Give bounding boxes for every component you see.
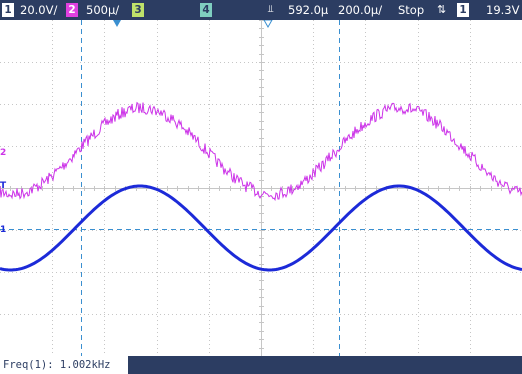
- channel2-badge[interactable]: 2: [66, 3, 78, 17]
- run-state[interactable]: Stop: [398, 3, 425, 17]
- channel1-scale[interactable]: 20.0V/: [20, 3, 58, 17]
- trigger-level-marker[interactable]: T: [0, 181, 7, 191]
- status-bar: 1 20.0V/ 2 500µ/ 3 4 ⫫ 592.0µ 200.0µ/ St…: [0, 0, 522, 20]
- channel1-badge[interactable]: 1: [2, 3, 14, 17]
- time-reference-icon: ⫫: [268, 4, 274, 15]
- waveform-canvas: [0, 20, 522, 356]
- cursor-lines: [0, 20, 522, 356]
- trigger-position-icon: [113, 20, 121, 27]
- channel2-trace: [0, 101, 522, 202]
- channel2-ground-marker[interactable]: 2: [0, 148, 7, 158]
- graticule: [0, 20, 522, 356]
- measurement-bar: Freq(1): 1.002kHz: [0, 356, 522, 374]
- frequency-measurement[interactable]: Freq(1): 1.002kHz: [0, 356, 128, 374]
- channel1-ground-marker[interactable]: 1: [0, 225, 7, 235]
- time-delay[interactable]: 592.0µ: [288, 3, 329, 17]
- delay-reference-icon: [263, 20, 273, 29]
- waveform-display[interactable]: 2 T 1: [0, 20, 522, 356]
- rise-fall-arrows-icon[interactable]: ⇅: [437, 3, 447, 16]
- channel3-badge[interactable]: 3: [132, 3, 144, 17]
- trigger-level[interactable]: 19.3V: [486, 3, 520, 17]
- channel1-trace: [0, 184, 522, 272]
- channel4-badge[interactable]: 4: [200, 3, 212, 17]
- trigger-source-badge[interactable]: 1: [457, 3, 469, 17]
- time-scale[interactable]: 200.0µ/: [338, 3, 383, 17]
- channel2-scale[interactable]: 500µ/: [86, 3, 120, 17]
